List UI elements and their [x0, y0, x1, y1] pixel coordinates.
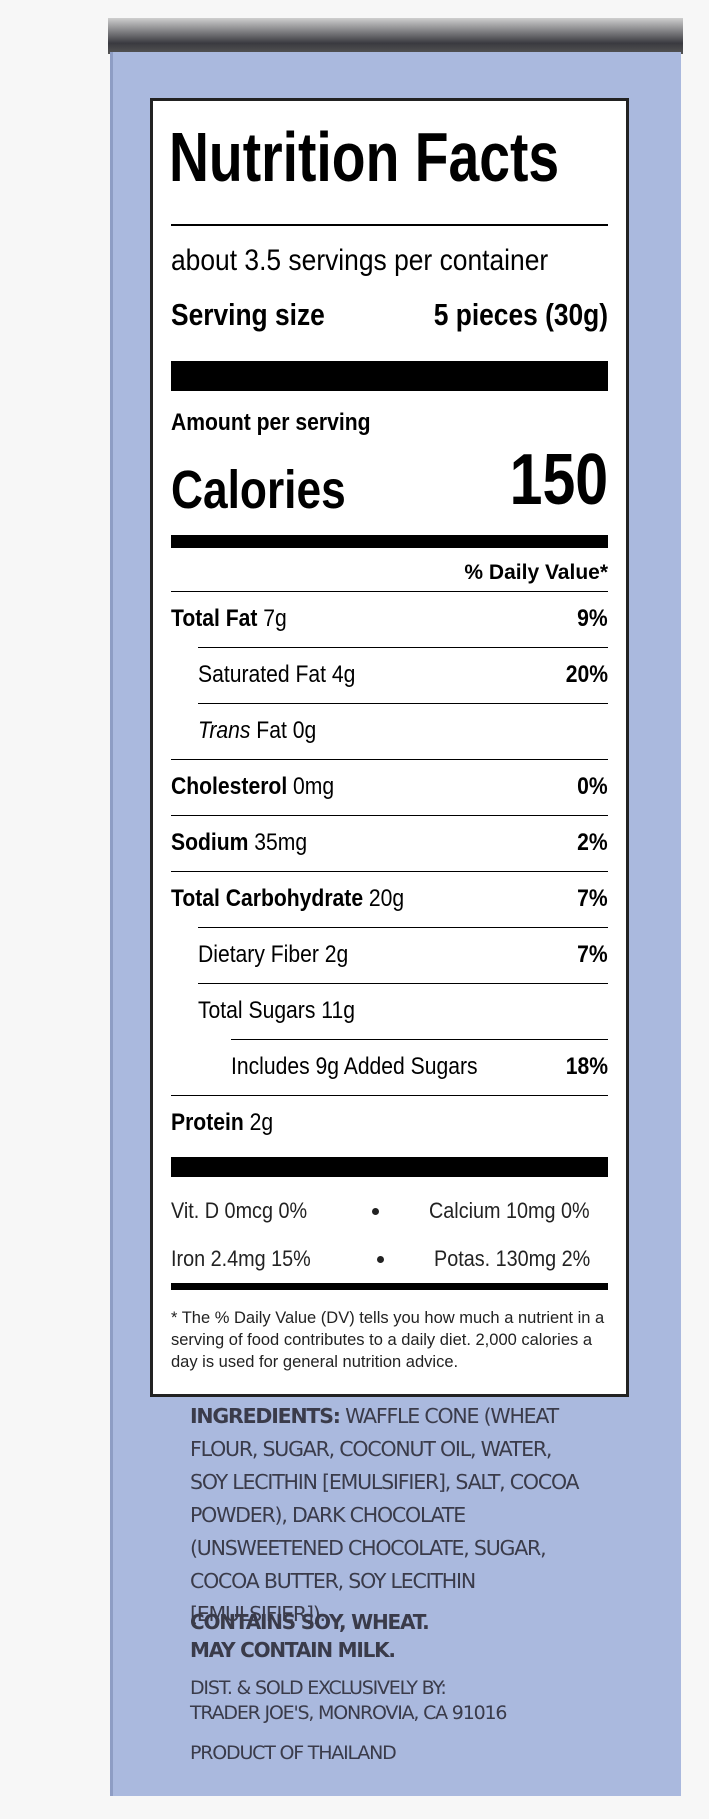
nutrient-name-text: Saturated Fat [198, 661, 326, 688]
amount-text: Amount per serving [171, 409, 371, 436]
nutrient-name: Cholesterol 0mg [171, 773, 334, 801]
nutrient-row: Includes 9g Added Sugars 18% [231, 1039, 608, 1094]
nutrient-amount: 2g [249, 1109, 274, 1136]
vitamin-item: Iron 2.4mg 15% [171, 1246, 311, 1271]
nutrient-name-text: Total Sugars [198, 997, 316, 1024]
nutrient-amount: 4g [331, 661, 356, 688]
nutrient-name: Dietary Fiber 2g [198, 941, 348, 969]
daily-value-header: % Daily Value* [464, 561, 608, 584]
nutrient-row: Sodium 35mg 2% [171, 815, 608, 870]
nutrient-row: Dietary Fiber 2g 7% [198, 927, 608, 982]
nutrient-row: Trans Fat 0g [198, 703, 608, 758]
nutrition-label: Nutrition Facts about 3.5 servings per c… [150, 98, 629, 1397]
nutrient-dv: 0% [577, 773, 608, 800]
thick-bar [171, 361, 608, 391]
nutrient-name: Saturated Fat 4g [198, 661, 355, 689]
allergen: CONTAINS SOY, WHEAT. [190, 1610, 430, 1634]
nutrient-name-italic: Trans [198, 717, 251, 744]
nutrient-name: Total Carbohydrate 20g [171, 885, 404, 913]
vitamin-item: Potas. 130mg 2% [434, 1246, 591, 1271]
nutrient-name-text: Includes 9g Added Sugars [231, 1053, 478, 1080]
rule [171, 224, 608, 226]
nutrient-dv: 7% [577, 941, 608, 968]
origin: PRODUCT OF THAILAND [190, 1742, 397, 1764]
nutrient-name-text: Fat [256, 717, 287, 744]
nutrient-name-text: Sodium [171, 829, 249, 856]
nutrient-dv: 9% [577, 605, 608, 632]
serving-size-value: 5 pieces (30g) [433, 297, 608, 332]
ingredients-text: WAFFLE CONE (WHEAT FLOUR, SUGAR, COCONUT… [190, 1404, 580, 1626]
ingredients: INGREDIENTS: WAFFLE CONE (WHEAT FLOUR, S… [190, 1400, 590, 1631]
distributor: DIST. & SOLD EXCLUSIVELY BY: [190, 1677, 447, 1699]
calories-label: Calories [171, 460, 346, 520]
nutrient-amount: 20g [368, 885, 405, 912]
nutrient-name: Sodium 35mg [171, 829, 307, 857]
nutrient-name: Total Sugars 11g [198, 997, 355, 1025]
nutrient-amount: 0g [292, 717, 317, 744]
bullet [372, 1207, 380, 1215]
vitamin-row: Vit. D 0mcg 0% Calcium 10mg 0% [171, 1191, 608, 1231]
nutrient-name: Protein 2g [171, 1109, 273, 1137]
thick-bar [171, 1157, 608, 1177]
vitamin-row: Iron 2.4mg 15% Potas. 130mg 2% [171, 1239, 608, 1279]
label-title: Nutrition Facts [169, 118, 560, 196]
nutrient-name-text: Protein [171, 1109, 244, 1136]
nutrient-name-text: Dietary Fiber [198, 941, 319, 968]
bullet [376, 1255, 384, 1263]
nutrient-amount: 2g [324, 941, 349, 968]
nutrient-dv: 18% [565, 1053, 608, 1080]
nutrient-amount: 7g [263, 605, 287, 632]
calories-value: 150 [509, 440, 608, 520]
nutrient-row: Cholesterol 0mg 0% [171, 759, 608, 814]
serving-size: Serving size 5 pieces (30g) [171, 297, 608, 333]
nutrient-name: Total Fat 7g [171, 605, 287, 633]
medium-bar [171, 535, 608, 548]
nutrient-name-text: Cholesterol [171, 773, 288, 800]
nutrient-amount: 0mg [293, 773, 335, 800]
box-top-edge [108, 18, 683, 54]
nutrient-row: Total Fat 7g 9% [171, 591, 608, 646]
serving-size-label: Serving size [171, 297, 325, 332]
nutrient-row: Total Carbohydrate 20g 7% [171, 871, 608, 926]
nutrient-amount: 35mg [254, 829, 308, 856]
distributor: TRADER JOE'S, MONROVIA, CA 91016 [190, 1702, 507, 1724]
vitamin-item: Vit. D 0mcg 0% [171, 1198, 308, 1223]
medium-bar [171, 1283, 608, 1290]
ingredients-heading: INGREDIENTS: [190, 1404, 341, 1428]
amount-per-serving: Amount per serving [171, 409, 608, 437]
allergen: MAY CONTAIN MILK. [190, 1638, 396, 1662]
nutrient-dv: 20% [565, 661, 608, 688]
nutrient-dv: 7% [577, 885, 608, 912]
calories: Calories 150 [171, 439, 608, 521]
nutrient-row: Protein 2g [171, 1095, 608, 1150]
footnote: * The % Daily Value (DV) tells you how m… [171, 1309, 605, 1371]
nutrient-name: Includes 9g Added Sugars [231, 1053, 478, 1081]
vitamin-item: Calcium 10mg 0% [429, 1198, 591, 1223]
nutrient-dv: 2% [577, 829, 608, 856]
nutrient-name-text: Total Fat [171, 605, 258, 632]
servings: about 3.5 servings per container [171, 244, 608, 278]
nutrient-row: Saturated Fat 4g 20% [198, 647, 608, 702]
nutrient-row: Total Sugars 11g [198, 983, 608, 1038]
nutrient-name: Trans Fat 0g [198, 717, 316, 745]
servings-text: about 3.5 servings per container [171, 244, 549, 277]
nutrient-amount: 11g [321, 997, 355, 1024]
nutrient-name-text: Total Carbohydrate [171, 885, 364, 912]
